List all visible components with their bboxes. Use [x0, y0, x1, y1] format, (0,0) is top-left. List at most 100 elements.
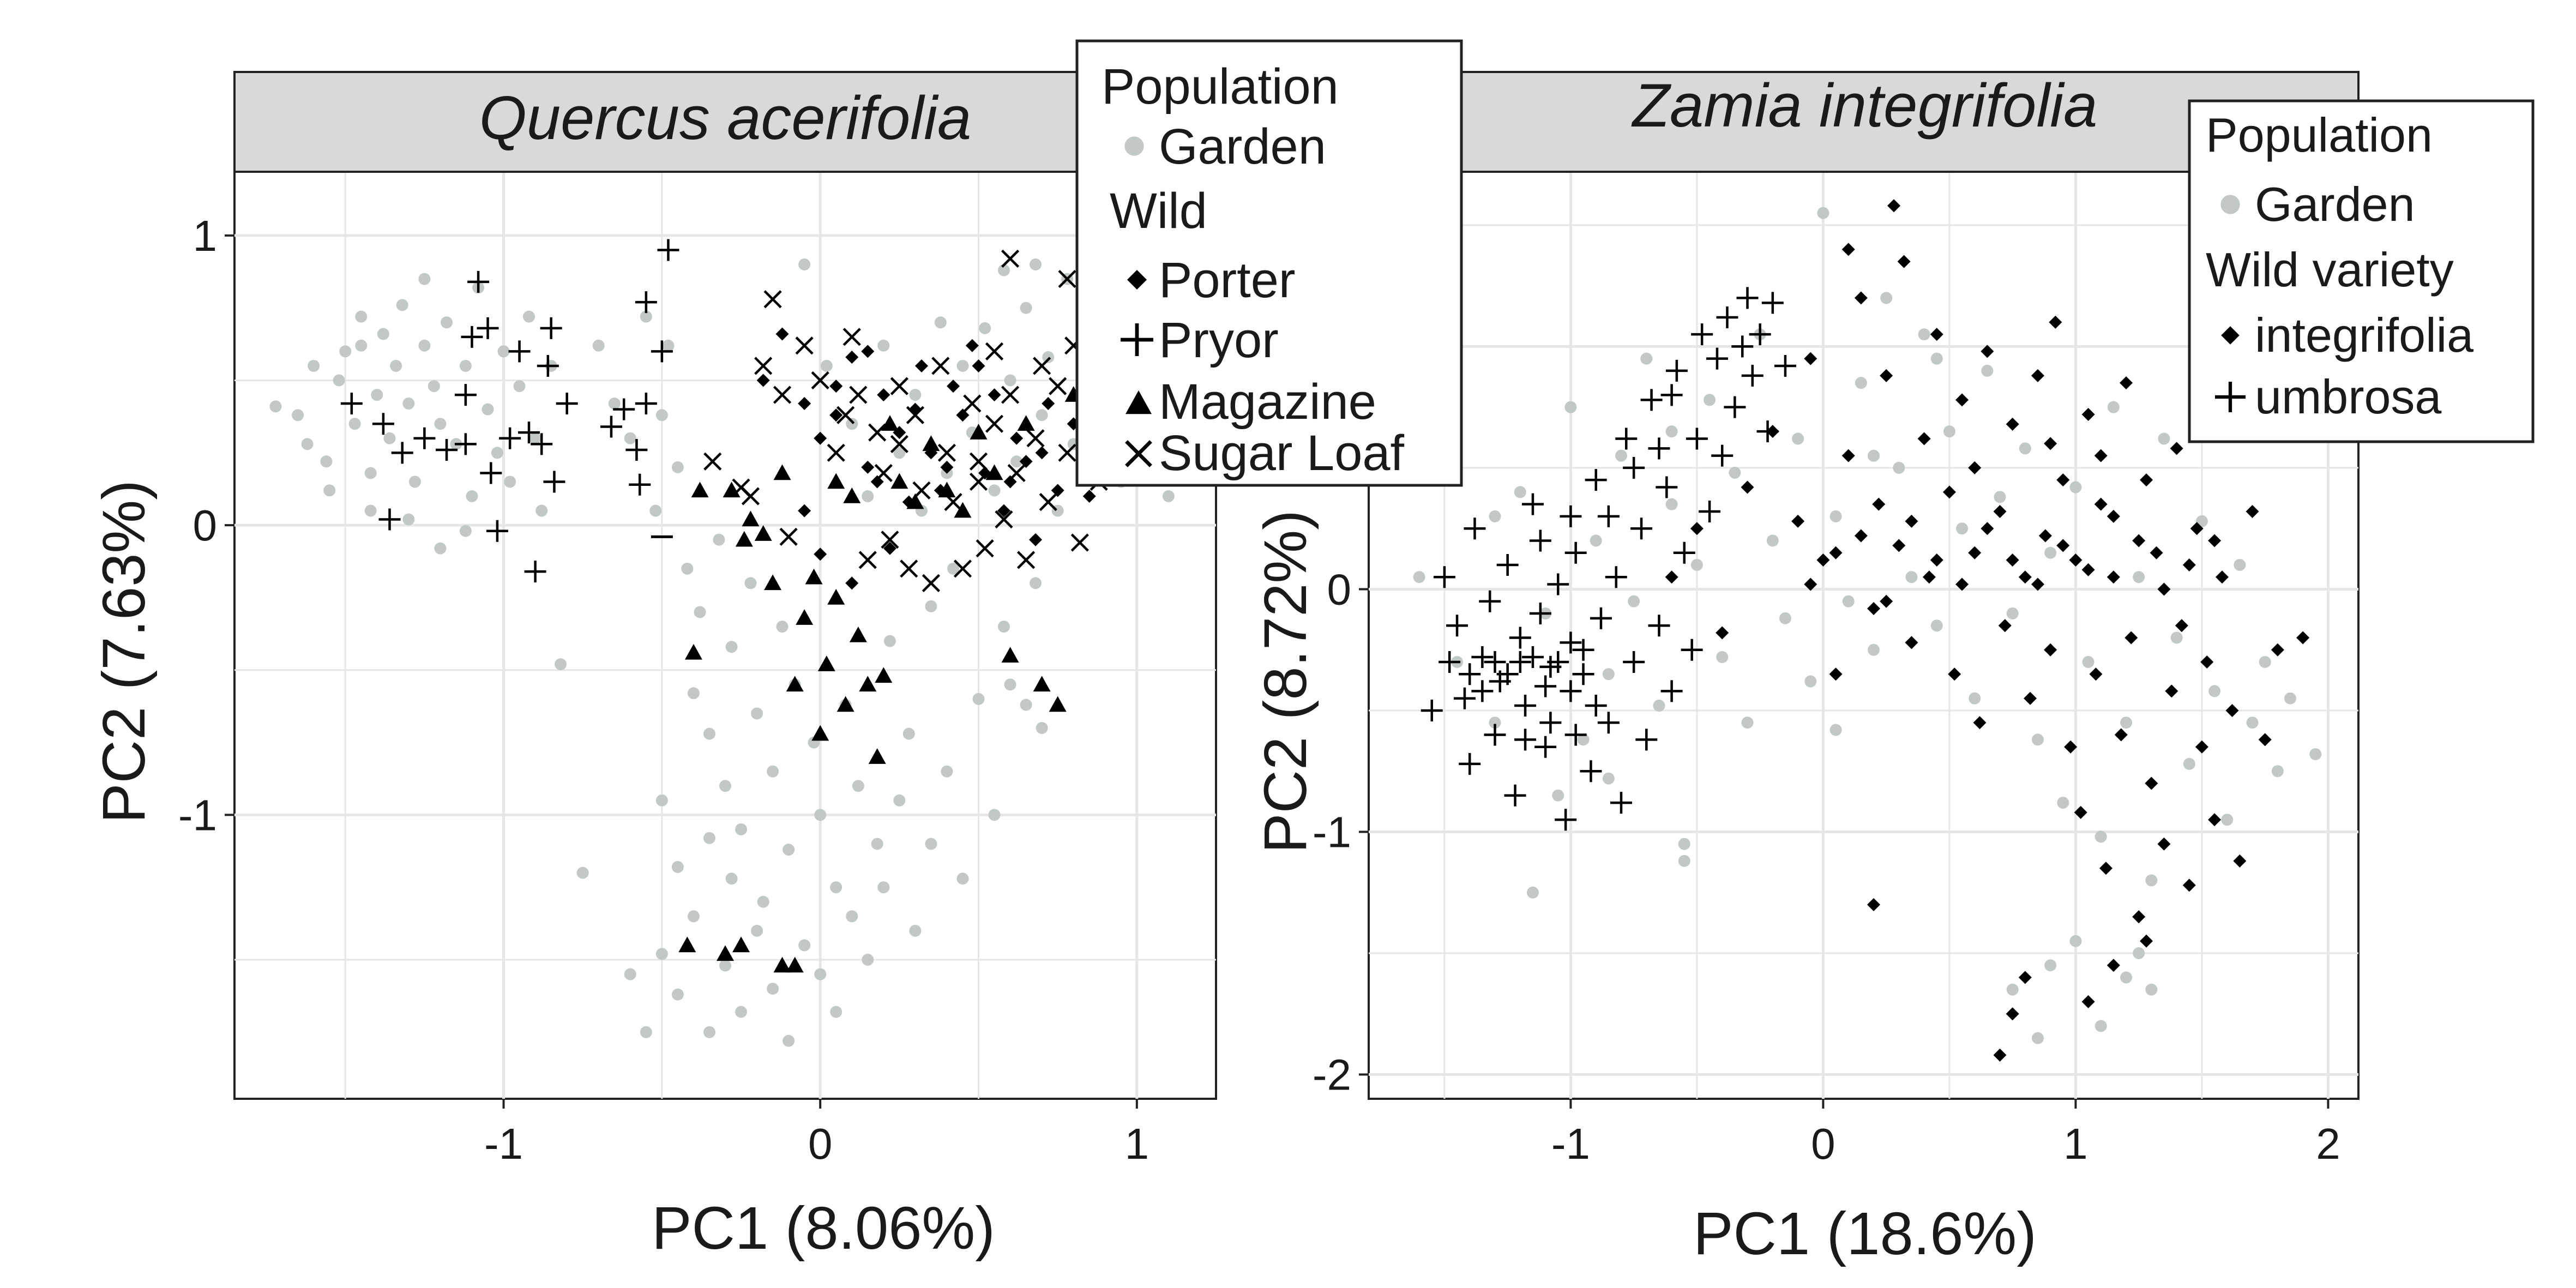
- pryor-point: [391, 442, 413, 464]
- integrifolia-point: [1998, 619, 2012, 633]
- garden-point: [1665, 425, 1678, 438]
- umbrosa-point: [1660, 384, 1683, 406]
- garden-point: [719, 959, 731, 972]
- garden-point: [2006, 983, 2019, 996]
- points-left: [269, 239, 1175, 1047]
- sugar-loaf-point: [842, 328, 861, 346]
- garden-point: [640, 1026, 652, 1038]
- porter-point: [861, 345, 875, 358]
- legend-label-porter: Porter: [1159, 252, 1296, 308]
- umbrosa-point: [1496, 663, 1519, 685]
- umbrosa-point: [1484, 651, 1506, 673]
- umbrosa-point: [1711, 444, 1734, 467]
- garden-point: [1665, 498, 1678, 510]
- garden-point: [466, 490, 478, 502]
- sugar-loaf-point: [900, 559, 918, 578]
- garden-point: [2284, 692, 2296, 705]
- garden-point: [814, 968, 827, 980]
- integrifolia-point: [1872, 497, 1886, 511]
- garden-point: [459, 525, 472, 537]
- garden-point: [2120, 971, 2133, 984]
- garden-point: [2044, 959, 2057, 972]
- umbrosa-point: [1529, 602, 1551, 624]
- integrifolia-point: [2031, 577, 2044, 591]
- magazine-point: [985, 464, 1003, 480]
- umbrosa-point: [1699, 501, 1721, 523]
- sugar-loaf-point: [1033, 357, 1051, 375]
- garden-point: [862, 954, 874, 966]
- legend-marker: [1124, 136, 1144, 156]
- garden-point: [504, 476, 516, 488]
- pryor-point: [480, 462, 502, 484]
- sugar-loaf-point: [953, 559, 972, 578]
- integrifolia-point: [2049, 315, 2062, 329]
- magazine-point: [786, 956, 804, 973]
- garden-point: [2234, 558, 2246, 571]
- integrifolia-point: [2006, 553, 2019, 567]
- legend-marker: [2215, 382, 2246, 412]
- umbrosa-point: [1439, 651, 1461, 673]
- integrifolia-point: [2024, 691, 2037, 705]
- pryor-point: [537, 354, 559, 377]
- garden-point: [655, 409, 668, 422]
- garden-point: [1042, 351, 1055, 363]
- magazine-point: [786, 676, 804, 692]
- porter-point: [883, 541, 896, 555]
- integrifolia-point: [2106, 509, 2120, 523]
- integrifolia-point: [2018, 570, 2032, 584]
- pryor-point: [651, 340, 673, 363]
- x-tick-label: 0: [1811, 1120, 1835, 1168]
- garden-point: [893, 794, 906, 806]
- garden-point: [1526, 886, 1539, 899]
- garden-point: [608, 398, 621, 410]
- garden-point: [751, 924, 763, 937]
- garden-point: [301, 438, 314, 450]
- garden-point: [783, 1034, 795, 1047]
- garden-point: [972, 693, 985, 705]
- garden-point: [1628, 595, 1640, 607]
- garden-point: [883, 635, 896, 647]
- umbrosa-point: [1615, 428, 1638, 450]
- garden-point: [820, 359, 833, 372]
- umbrosa-point: [1534, 736, 1557, 758]
- integrifolia-point: [2208, 534, 2222, 547]
- porter-point: [915, 359, 928, 372]
- sugar-loaf-point: [985, 414, 1004, 433]
- garden-point: [925, 600, 937, 612]
- garden-point: [1413, 571, 1425, 583]
- integrifolia-point: [2200, 655, 2214, 669]
- garden-point: [333, 374, 345, 387]
- garden-point: [1489, 510, 1501, 522]
- garden-point: [956, 359, 969, 372]
- panel-title-right: Zamia integrifolia: [1631, 71, 2098, 140]
- garden-point: [1020, 302, 1032, 314]
- integrifolia-point: [2157, 837, 2171, 851]
- garden-point: [2259, 655, 2271, 668]
- legend-symbol-integrifolia: [2221, 326, 2240, 345]
- garden-point: [893, 447, 906, 459]
- integrifolia-point: [1892, 539, 1906, 552]
- integrifolia-point: [1993, 1048, 2007, 1062]
- pryor-point: [413, 427, 436, 449]
- umbrosa-point: [1706, 347, 1728, 370]
- porter-point: [1010, 431, 1024, 445]
- integrifolia-point: [2150, 546, 2163, 559]
- magazine-point: [817, 655, 835, 671]
- integrifolia-point: [1791, 514, 1805, 528]
- integrifolia-point: [2081, 995, 2095, 1008]
- integrifolia-point: [2120, 376, 2133, 390]
- integrifolia-point: [2081, 563, 2095, 576]
- porter-point: [829, 380, 843, 393]
- porter-point: [988, 388, 1001, 402]
- garden-point: [2183, 757, 2195, 770]
- integrifolia-point: [1887, 199, 1901, 213]
- sugar-loaf-point: [827, 443, 845, 462]
- magazine-point: [836, 696, 854, 712]
- garden-point: [735, 1006, 748, 1018]
- integrifolia-point: [2208, 813, 2222, 827]
- legend-symbol-porter: [1127, 270, 1147, 290]
- magazine-point: [1001, 647, 1019, 663]
- garden-point: [1004, 678, 1016, 691]
- garden-point: [497, 345, 510, 358]
- integrifolia-point: [1716, 626, 1729, 640]
